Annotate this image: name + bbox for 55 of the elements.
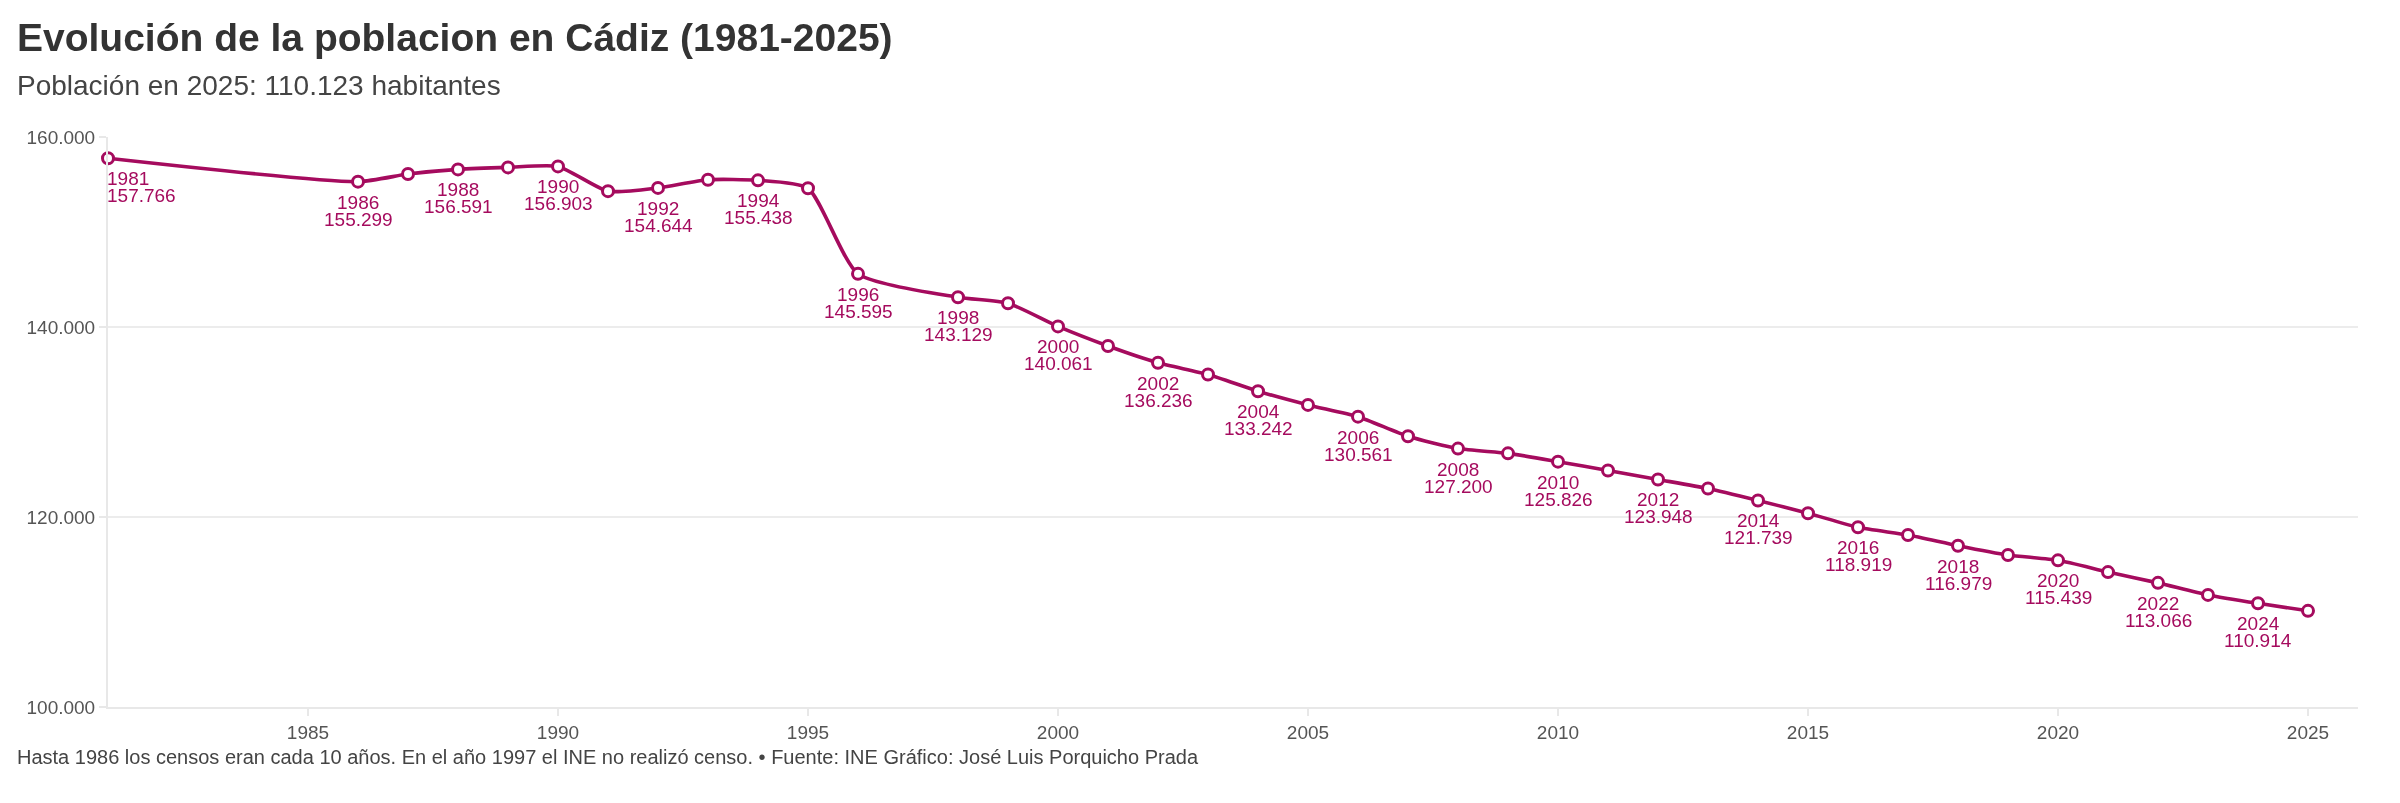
point	[2051, 553, 2065, 568]
point	[1201, 367, 1215, 382]
point	[801, 181, 815, 196]
point	[651, 180, 665, 195]
x-tick-label: 1985	[286, 721, 330, 743]
point	[1001, 296, 1015, 311]
point	[1701, 481, 1715, 496]
point	[951, 290, 965, 305]
point	[1401, 429, 1415, 444]
point	[2001, 548, 2015, 562]
point	[701, 172, 715, 187]
point	[1501, 446, 1515, 461]
x-tick-label: 2025	[2286, 721, 2330, 743]
point	[1351, 409, 1365, 424]
text: Hasta 1986 los censos eran cada 10 años. En el año 1997 el INE no realizó censo. • Fuente: INE Gráfico: José Luis Porquicho Prada	[17, 746, 1199, 768]
point	[2251, 596, 2265, 611]
x-tick-label: 2020	[2036, 721, 2080, 743]
x-tick-label: 2010	[1536, 721, 1580, 743]
point	[2151, 575, 2165, 590]
point	[1851, 520, 1865, 535]
y-tick-label: 120.000	[26, 506, 96, 528]
x-tick-label: 2005	[1286, 721, 1330, 743]
point	[401, 167, 415, 182]
chart-title: Evolución de la poblacion en Cádiz (1981-2025)	[17, 16, 893, 59]
point	[501, 160, 515, 175]
point	[751, 173, 765, 188]
point	[551, 159, 565, 174]
point	[1751, 493, 1765, 508]
point	[1151, 355, 1165, 370]
point	[2201, 587, 2215, 602]
point	[1601, 463, 1615, 478]
point	[451, 162, 465, 177]
point	[1551, 454, 1565, 469]
y-tick-label: 160.000	[26, 126, 96, 148]
point	[1301, 397, 1315, 412]
point	[1251, 384, 1265, 399]
point	[351, 174, 365, 189]
point	[1801, 506, 1815, 521]
x-tick-label: 1990	[536, 721, 580, 743]
chart-subtitle: Población en 2025: 110.123 habitantes	[17, 70, 501, 101]
y-tick-label: 140.000	[26, 316, 96, 338]
point	[1901, 528, 1915, 543]
point	[2101, 565, 2115, 580]
point	[851, 266, 865, 281]
x-tick-label: 2000	[1036, 721, 1080, 743]
x-tick-label: 1995	[786, 721, 830, 743]
point	[1951, 538, 1965, 553]
point	[601, 184, 615, 199]
point	[2301, 603, 2315, 618]
x-tick-label: 2015	[1786, 721, 1830, 743]
point	[1451, 441, 1465, 456]
point	[1051, 319, 1065, 334]
point	[1651, 472, 1665, 487]
y-tick-label: 100.000	[26, 696, 96, 718]
point	[1101, 339, 1115, 353]
